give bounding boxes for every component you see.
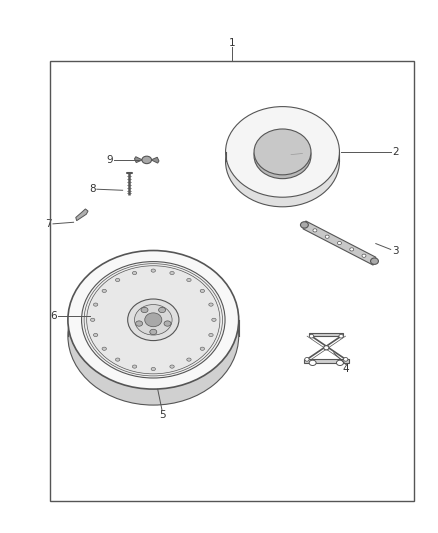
Polygon shape	[303, 221, 376, 265]
Ellipse shape	[200, 347, 205, 350]
Ellipse shape	[102, 347, 106, 350]
Ellipse shape	[343, 358, 348, 361]
Ellipse shape	[325, 235, 329, 238]
Ellipse shape	[309, 334, 314, 338]
Ellipse shape	[300, 222, 308, 228]
Ellipse shape	[141, 308, 148, 313]
Ellipse shape	[324, 345, 329, 350]
Ellipse shape	[68, 266, 239, 405]
Ellipse shape	[254, 129, 311, 175]
Bar	[309, 333, 343, 336]
Ellipse shape	[336, 360, 343, 366]
Text: 8: 8	[89, 184, 95, 194]
Polygon shape	[76, 209, 88, 221]
Ellipse shape	[187, 358, 191, 361]
Ellipse shape	[164, 321, 171, 326]
Ellipse shape	[87, 266, 220, 374]
Text: 5: 5	[159, 410, 166, 419]
Ellipse shape	[305, 358, 309, 361]
Ellipse shape	[212, 318, 216, 321]
Text: 6: 6	[50, 311, 57, 320]
Ellipse shape	[81, 262, 225, 378]
Ellipse shape	[132, 271, 137, 274]
Ellipse shape	[209, 334, 213, 337]
Ellipse shape	[145, 313, 162, 327]
Ellipse shape	[102, 289, 106, 293]
Ellipse shape	[187, 278, 191, 281]
Ellipse shape	[116, 358, 120, 361]
Ellipse shape	[136, 321, 143, 326]
Ellipse shape	[209, 303, 213, 306]
Text: 7: 7	[45, 219, 52, 229]
Ellipse shape	[132, 365, 137, 368]
Polygon shape	[151, 157, 159, 163]
Ellipse shape	[371, 258, 378, 264]
Ellipse shape	[116, 278, 120, 281]
Bar	[304, 359, 349, 363]
Ellipse shape	[309, 360, 316, 366]
Ellipse shape	[91, 318, 95, 321]
Ellipse shape	[254, 133, 311, 179]
Ellipse shape	[337, 241, 342, 245]
Ellipse shape	[68, 251, 239, 389]
Polygon shape	[134, 157, 142, 163]
Ellipse shape	[84, 264, 223, 376]
Ellipse shape	[170, 365, 174, 368]
Ellipse shape	[93, 334, 98, 337]
Text: 4: 4	[343, 364, 350, 374]
Ellipse shape	[151, 367, 155, 370]
Ellipse shape	[170, 271, 174, 274]
Ellipse shape	[142, 156, 152, 164]
Ellipse shape	[313, 229, 317, 232]
Ellipse shape	[226, 107, 339, 197]
Ellipse shape	[128, 299, 179, 341]
Ellipse shape	[362, 254, 366, 257]
Text: 9: 9	[106, 155, 113, 165]
Ellipse shape	[93, 303, 98, 306]
Text: 1: 1	[229, 38, 236, 47]
Ellipse shape	[150, 329, 157, 335]
Ellipse shape	[159, 308, 166, 313]
Ellipse shape	[134, 304, 172, 335]
Ellipse shape	[200, 289, 205, 293]
Ellipse shape	[151, 269, 155, 272]
Ellipse shape	[350, 248, 354, 251]
Text: 3: 3	[392, 246, 399, 255]
Ellipse shape	[339, 334, 343, 338]
Ellipse shape	[226, 116, 339, 207]
Text: 2: 2	[392, 147, 399, 157]
Bar	[50, 61, 414, 501]
